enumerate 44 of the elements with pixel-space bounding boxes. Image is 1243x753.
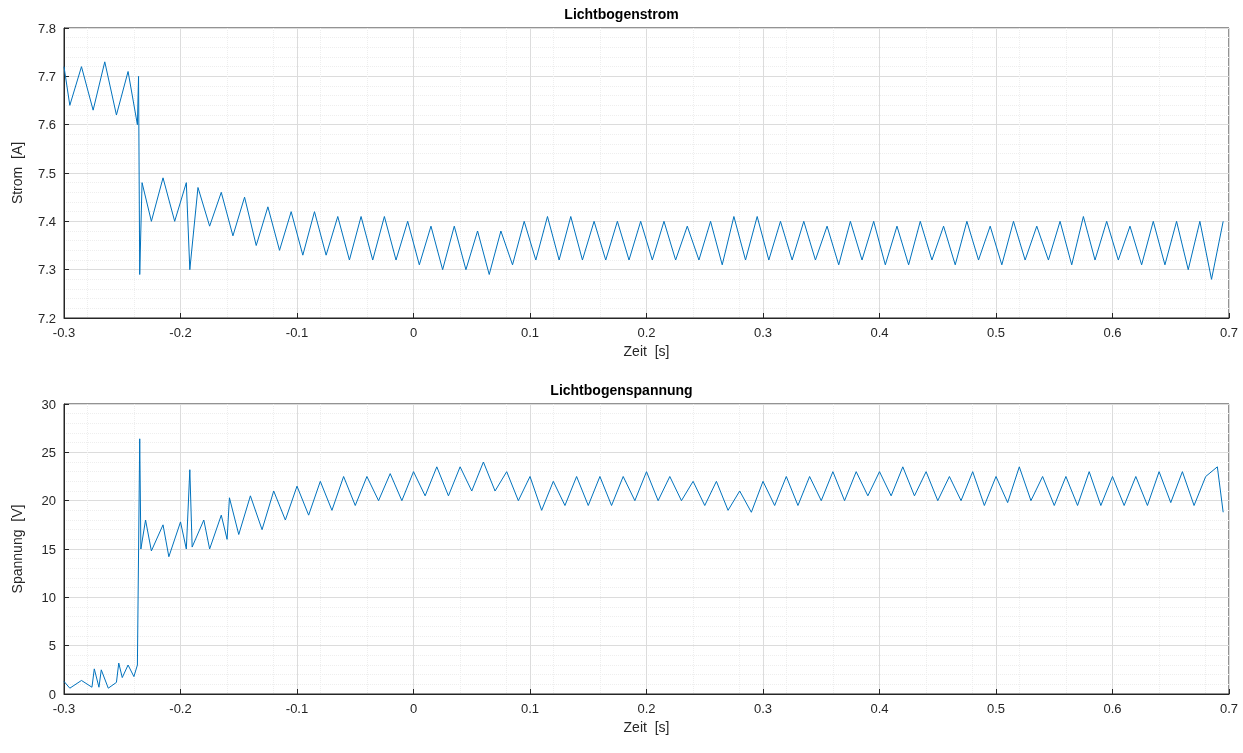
chart-title: Lichtbogenspannung	[550, 382, 693, 398]
chart-title: Lichtbogenstrom	[564, 6, 679, 22]
x-tick-label: 0.6	[1103, 701, 1122, 716]
y-tick-label: 30	[41, 396, 56, 412]
y-tick-label: 15	[41, 541, 56, 557]
y-tick-label: 7.6	[37, 117, 56, 133]
y-tick-label: 7.5	[37, 165, 56, 181]
x-axis-title: Zeit [s]	[623, 719, 670, 735]
y-tick-label: 7.2	[37, 310, 56, 326]
x-tick-label: 0.7	[1219, 701, 1239, 716]
y-tick-label: 0	[48, 686, 56, 702]
x-tick-label: 0.7	[1219, 325, 1239, 340]
y-tick-label: 20	[41, 493, 56, 509]
y-tick-label: 7.3	[37, 262, 56, 278]
x-tick-label: -0.2	[169, 701, 192, 716]
x-tick-label: 0.3	[753, 701, 773, 716]
x-tick-label: 0.2	[637, 701, 656, 716]
y-tick-label: 5	[48, 638, 56, 654]
y-tick-label: 25	[41, 444, 56, 460]
x-tick-label: 0.1	[520, 701, 540, 716]
line-series	[63, 61, 1224, 280]
x-tick-label: 0.2	[637, 325, 656, 340]
y-tick-label: 7.8	[37, 20, 56, 36]
x-tick-label: 0	[409, 325, 418, 340]
x-tick-label: -0.3	[52, 325, 76, 340]
x-tick-label: 0.4	[870, 701, 889, 716]
x-tick-label: 0	[409, 701, 418, 716]
x-axis-title: Zeit [s]	[623, 343, 670, 359]
x-tick-label: 0.6	[1103, 325, 1122, 340]
x-tick-label: -0.2	[169, 325, 192, 340]
x-tick-label: 0.5	[986, 701, 1006, 716]
x-tick-label: 0.4	[870, 325, 889, 340]
y-tick-label: 7.4	[37, 213, 56, 229]
y-tick-label: 10	[41, 589, 56, 605]
x-tick-label: -0.1	[285, 701, 309, 716]
x-tick-label: -0.1	[285, 325, 309, 340]
y-tick-label: 7.7	[37, 68, 56, 84]
y-axis-title: Strom [A]	[9, 141, 25, 205]
line-series	[63, 438, 1224, 689]
x-tick-label: 0.3	[753, 325, 773, 340]
x-tick-label: 0.5	[986, 325, 1006, 340]
x-tick-label: -0.3	[52, 701, 76, 716]
y-axis-title: Spannung [V]	[9, 504, 25, 594]
x-tick-label: 0.1	[520, 325, 540, 340]
